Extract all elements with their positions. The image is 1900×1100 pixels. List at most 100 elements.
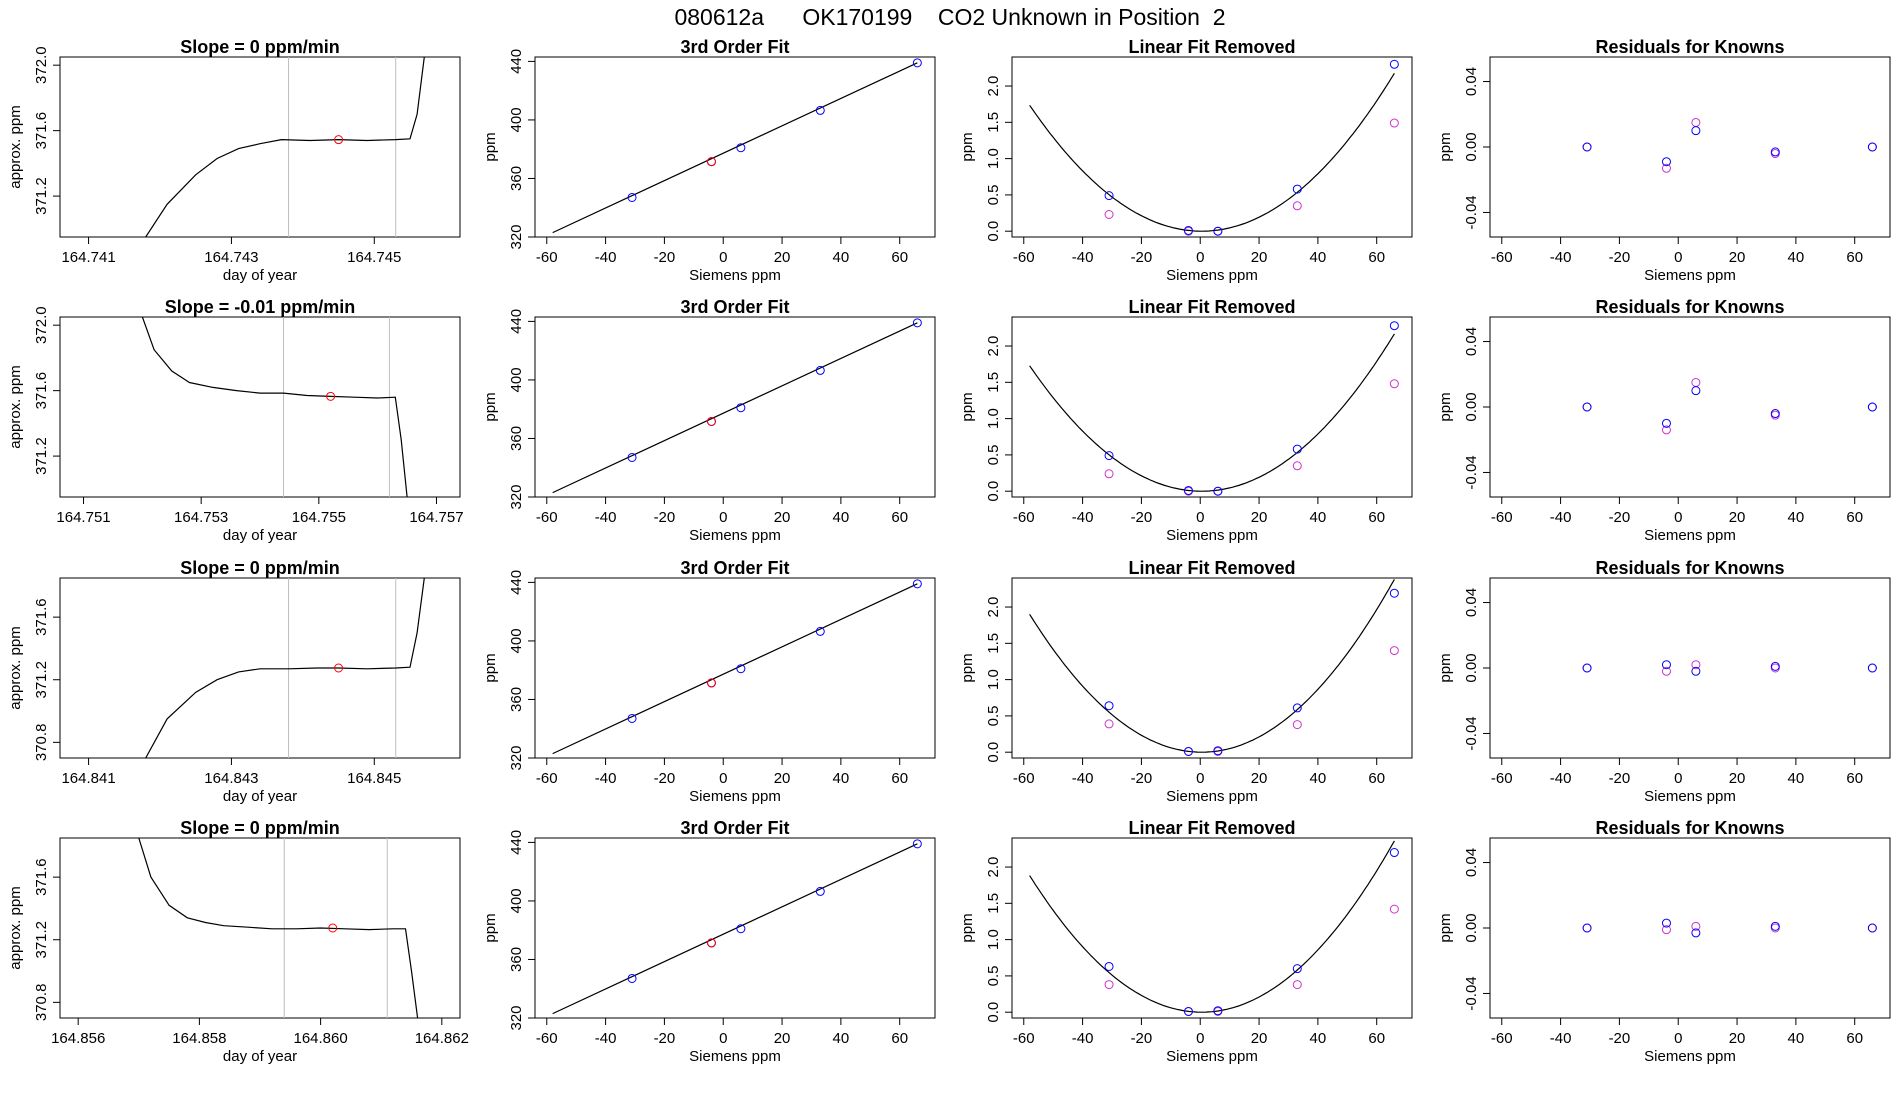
y-axis-label: approx. ppm — [7, 105, 24, 188]
y-tick-label: 0.04 — [1463, 588, 1480, 617]
x-tick-label: 20 — [1729, 770, 1746, 787]
data-point-magenta — [1389, 646, 1399, 656]
x-tick-label: -20 — [654, 249, 676, 266]
data-point-blue — [1867, 142, 1877, 152]
data-point-red — [706, 678, 716, 688]
x-tick-label: 60 — [891, 249, 908, 266]
data-point-magenta — [1292, 980, 1302, 990]
x-axis-label: Siemens ppm — [1644, 788, 1736, 805]
y-tick-label: 1.0 — [985, 669, 1002, 690]
x-tick-label: -60 — [1013, 770, 1035, 787]
y-tick-label: -0.04 — [1463, 195, 1480, 229]
x-tick-label: -20 — [1609, 509, 1631, 526]
y-tick-label: 370.8 — [33, 724, 50, 762]
x-tick-label: -20 — [1609, 1030, 1631, 1047]
x-tick-label: -40 — [1072, 1030, 1094, 1047]
x-tick-label: -20 — [1131, 1030, 1153, 1047]
x-tick-label: -20 — [654, 770, 676, 787]
data-point-magenta — [1292, 201, 1302, 211]
data-point-blue — [1867, 923, 1877, 933]
panel-4-3: Linear Fit Removed -60 -40 -20 0 20 40 60 Siemen… — [959, 818, 1413, 1065]
x-tick-label: 20 — [1729, 1030, 1746, 1047]
x-tick-label: 164.843 — [204, 770, 258, 787]
mean-marker — [326, 391, 336, 401]
data-point-magenta — [1104, 719, 1114, 729]
y-tick-label: 2.0 — [985, 76, 1002, 97]
plot-frame — [59, 577, 461, 759]
data-point-blue — [1691, 928, 1701, 938]
data-point-blue — [1213, 226, 1223, 236]
x-tick-label: 164.745 — [347, 249, 401, 266]
panel-title: Linear Fit Removed — [1128, 818, 1295, 838]
plot-frame — [534, 316, 936, 498]
x-axis-label: Siemens ppm — [1166, 1048, 1258, 1065]
data-point-blue — [1183, 485, 1193, 495]
x-tick-label: 60 — [1846, 249, 1863, 266]
y-tick-label: 371.6 — [33, 112, 50, 150]
panel-title: 3rd Order Fit — [680, 558, 789, 578]
fit-curve — [1029, 72, 1395, 232]
figure-title: 080612a OK170199 CO2 Unknown in Position… — [674, 4, 1226, 30]
concentration-trace — [141, 317, 408, 497]
plot-frame — [1489, 56, 1891, 238]
x-tick-label: 20 — [1251, 770, 1268, 787]
data-point-blue — [1213, 746, 1223, 756]
data-point-magenta — [1104, 980, 1114, 990]
x-tick-label: -40 — [595, 249, 617, 266]
plot-frame — [59, 56, 461, 238]
x-tick-label: -60 — [536, 1030, 558, 1047]
y-tick-label: 371.6 — [33, 858, 50, 896]
plot-frame — [59, 316, 461, 498]
x-tick-label: 164.753 — [174, 509, 228, 526]
fit-line — [552, 62, 918, 234]
plot-area — [552, 579, 922, 755]
data-point-blue — [1183, 746, 1193, 756]
data-point-blue — [627, 973, 637, 983]
x-tick-label: -40 — [1550, 1030, 1572, 1047]
panel-3-4: Residuals for Knowns -60 -40 -20 0 20 40 60 Siem… — [1437, 558, 1891, 805]
x-tick-label: -40 — [1072, 509, 1094, 526]
panel-3-1: Slope = 0 ppm/min 164.841 164.843 164.845 da… — [7, 558, 461, 805]
x-tick-label: -60 — [536, 249, 558, 266]
x-tick-label: -20 — [1609, 249, 1631, 266]
x-axis-label: day of year — [223, 1048, 297, 1065]
x-tick-label: 0 — [1674, 1030, 1682, 1047]
y-tick-label: 0.04 — [1463, 327, 1480, 356]
x-tick-label: 0 — [1674, 509, 1682, 526]
x-tick-label: 20 — [774, 509, 791, 526]
y-tick-label: 371.6 — [33, 372, 50, 410]
y-tick-label: 371.2 — [33, 921, 50, 959]
x-tick-label: 0 — [1674, 249, 1682, 266]
plot-area — [552, 839, 922, 1015]
data-point-blue — [1292, 703, 1302, 713]
plot-area — [1582, 377, 1877, 435]
panel-title: Slope = -0.01 ppm/min — [165, 297, 356, 317]
data-point-magenta — [1691, 117, 1701, 127]
data-point-red — [706, 938, 716, 948]
x-tick-label: 0 — [719, 1030, 727, 1047]
y-tick-label: 2.0 — [985, 857, 1002, 878]
plot-frame — [1011, 56, 1413, 238]
concentration-trace — [145, 57, 425, 237]
y-tick-label: 0.0 — [985, 742, 1002, 763]
y-tick-label: 370.8 — [33, 984, 50, 1022]
plot-area — [552, 318, 922, 494]
x-tick-label: -60 — [1013, 1030, 1035, 1047]
plot-frame — [534, 837, 936, 1019]
data-point-magenta — [1661, 425, 1671, 435]
y-tick-label: 0.00 — [1463, 913, 1480, 942]
x-tick-label: 40 — [833, 509, 850, 526]
y-tick-label: 360 — [508, 687, 525, 712]
data-point-magenta — [1104, 469, 1114, 479]
x-tick-label: 0 — [719, 770, 727, 787]
y-tick-label: 0.5 — [985, 705, 1002, 726]
data-point-blue — [736, 403, 746, 413]
fit-line — [552, 843, 918, 1015]
x-tick-label: 20 — [774, 770, 791, 787]
fit-curve — [1029, 840, 1395, 1013]
x-tick-label: 60 — [1368, 509, 1385, 526]
data-point-blue — [1770, 661, 1780, 671]
y-axis-label: ppm — [959, 653, 976, 682]
data-point-magenta — [1104, 210, 1114, 219]
x-tick-label: 0 — [719, 249, 727, 266]
